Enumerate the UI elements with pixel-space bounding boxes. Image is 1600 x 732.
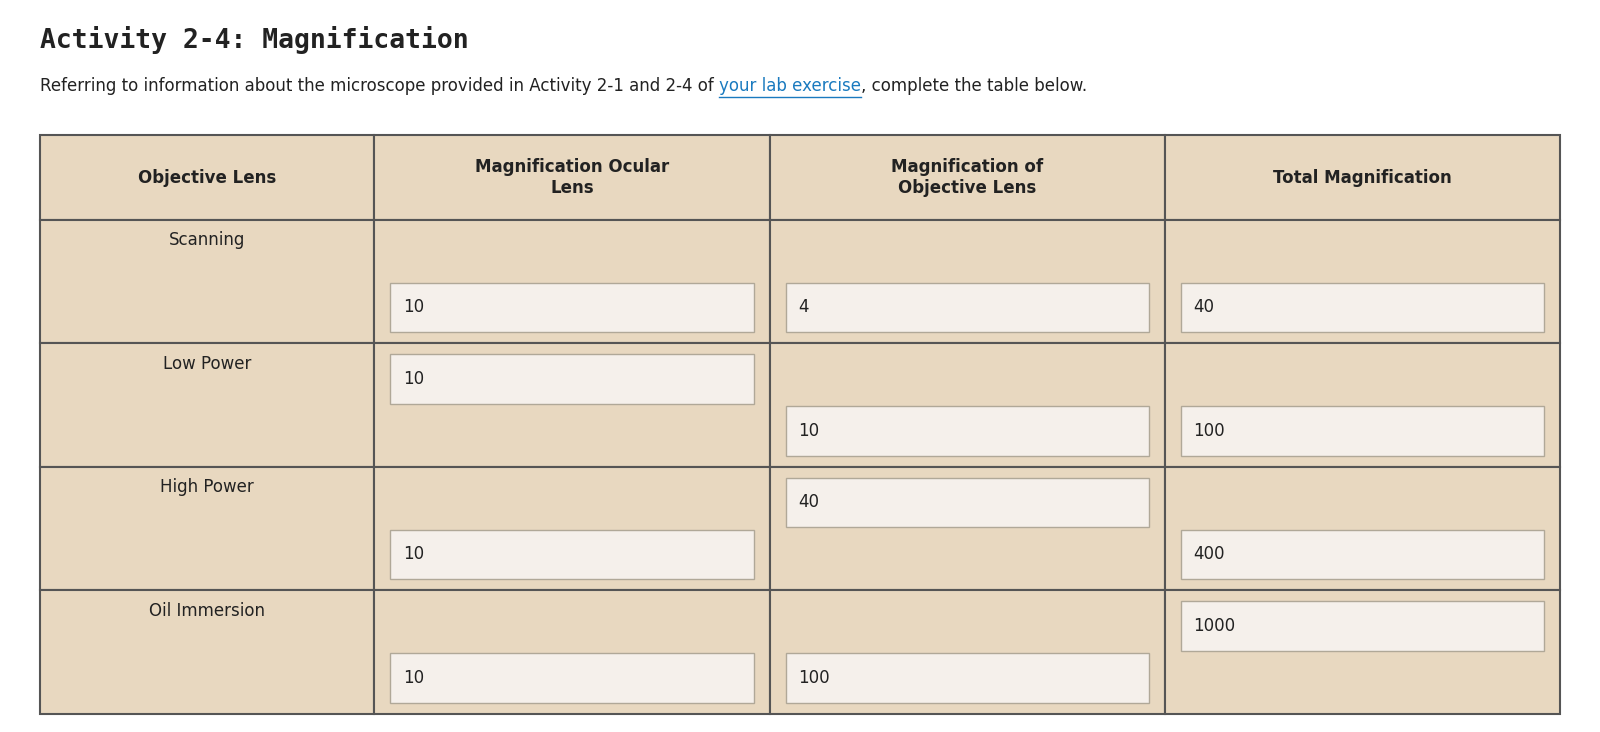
Text: Magnification of
Objective Lens: Magnification of Objective Lens	[891, 158, 1043, 197]
Text: Scanning: Scanning	[170, 231, 245, 250]
Bar	[374, 590, 770, 714]
Text: 10: 10	[403, 370, 424, 388]
Bar	[374, 467, 770, 590]
Bar	[374, 135, 770, 220]
Bar	[390, 283, 754, 332]
Text: 1000: 1000	[1194, 617, 1235, 635]
Text: , complete the table below.: , complete the table below.	[861, 77, 1086, 95]
Bar	[770, 467, 1165, 590]
Bar	[1181, 283, 1544, 332]
Bar	[40, 220, 374, 343]
Bar	[786, 406, 1149, 455]
Bar	[1165, 343, 1560, 467]
Text: 40: 40	[1194, 299, 1214, 316]
Bar	[770, 343, 1165, 467]
Bar	[40, 135, 374, 220]
Text: 100: 100	[1194, 422, 1226, 440]
Text: Referring to information about the microscope provided in Activity 2-1 and 2-4 o: Referring to information about the micro…	[40, 77, 718, 95]
Text: Magnification Ocular
Lens: Magnification Ocular Lens	[475, 158, 669, 197]
Bar	[1165, 135, 1560, 220]
Text: Activity 2-4: Magnification: Activity 2-4: Magnification	[40, 26, 469, 53]
Bar	[390, 354, 754, 403]
Text: Oil Immersion: Oil Immersion	[149, 602, 266, 620]
Bar	[770, 220, 1165, 343]
Text: Total Magnification: Total Magnification	[1274, 168, 1451, 187]
Text: Objective Lens: Objective Lens	[138, 168, 277, 187]
Text: your lab exercise: your lab exercise	[718, 77, 861, 95]
Bar	[1181, 406, 1544, 455]
Text: 4: 4	[798, 299, 810, 316]
Bar	[1181, 601, 1544, 651]
Text: 10: 10	[403, 299, 424, 316]
Bar	[786, 283, 1149, 332]
Bar	[40, 467, 374, 590]
Bar	[770, 590, 1165, 714]
Text: 10: 10	[798, 422, 819, 440]
Text: 400: 400	[1194, 545, 1226, 564]
Text: 10: 10	[403, 669, 424, 687]
Bar	[374, 343, 770, 467]
Bar	[1165, 590, 1560, 714]
Text: High Power: High Power	[160, 479, 254, 496]
Bar	[40, 343, 374, 467]
Bar	[786, 653, 1149, 703]
Text: 10: 10	[403, 545, 424, 564]
Bar	[390, 530, 754, 579]
Bar	[770, 135, 1165, 220]
Text: Low Power: Low Power	[163, 355, 251, 373]
Text: 40: 40	[798, 493, 819, 512]
Bar	[786, 478, 1149, 527]
Bar	[1165, 467, 1560, 590]
Bar	[374, 220, 770, 343]
Bar	[1165, 220, 1560, 343]
Text: 100: 100	[798, 669, 830, 687]
Bar	[390, 653, 754, 703]
Bar	[1181, 530, 1544, 579]
Bar	[40, 590, 374, 714]
